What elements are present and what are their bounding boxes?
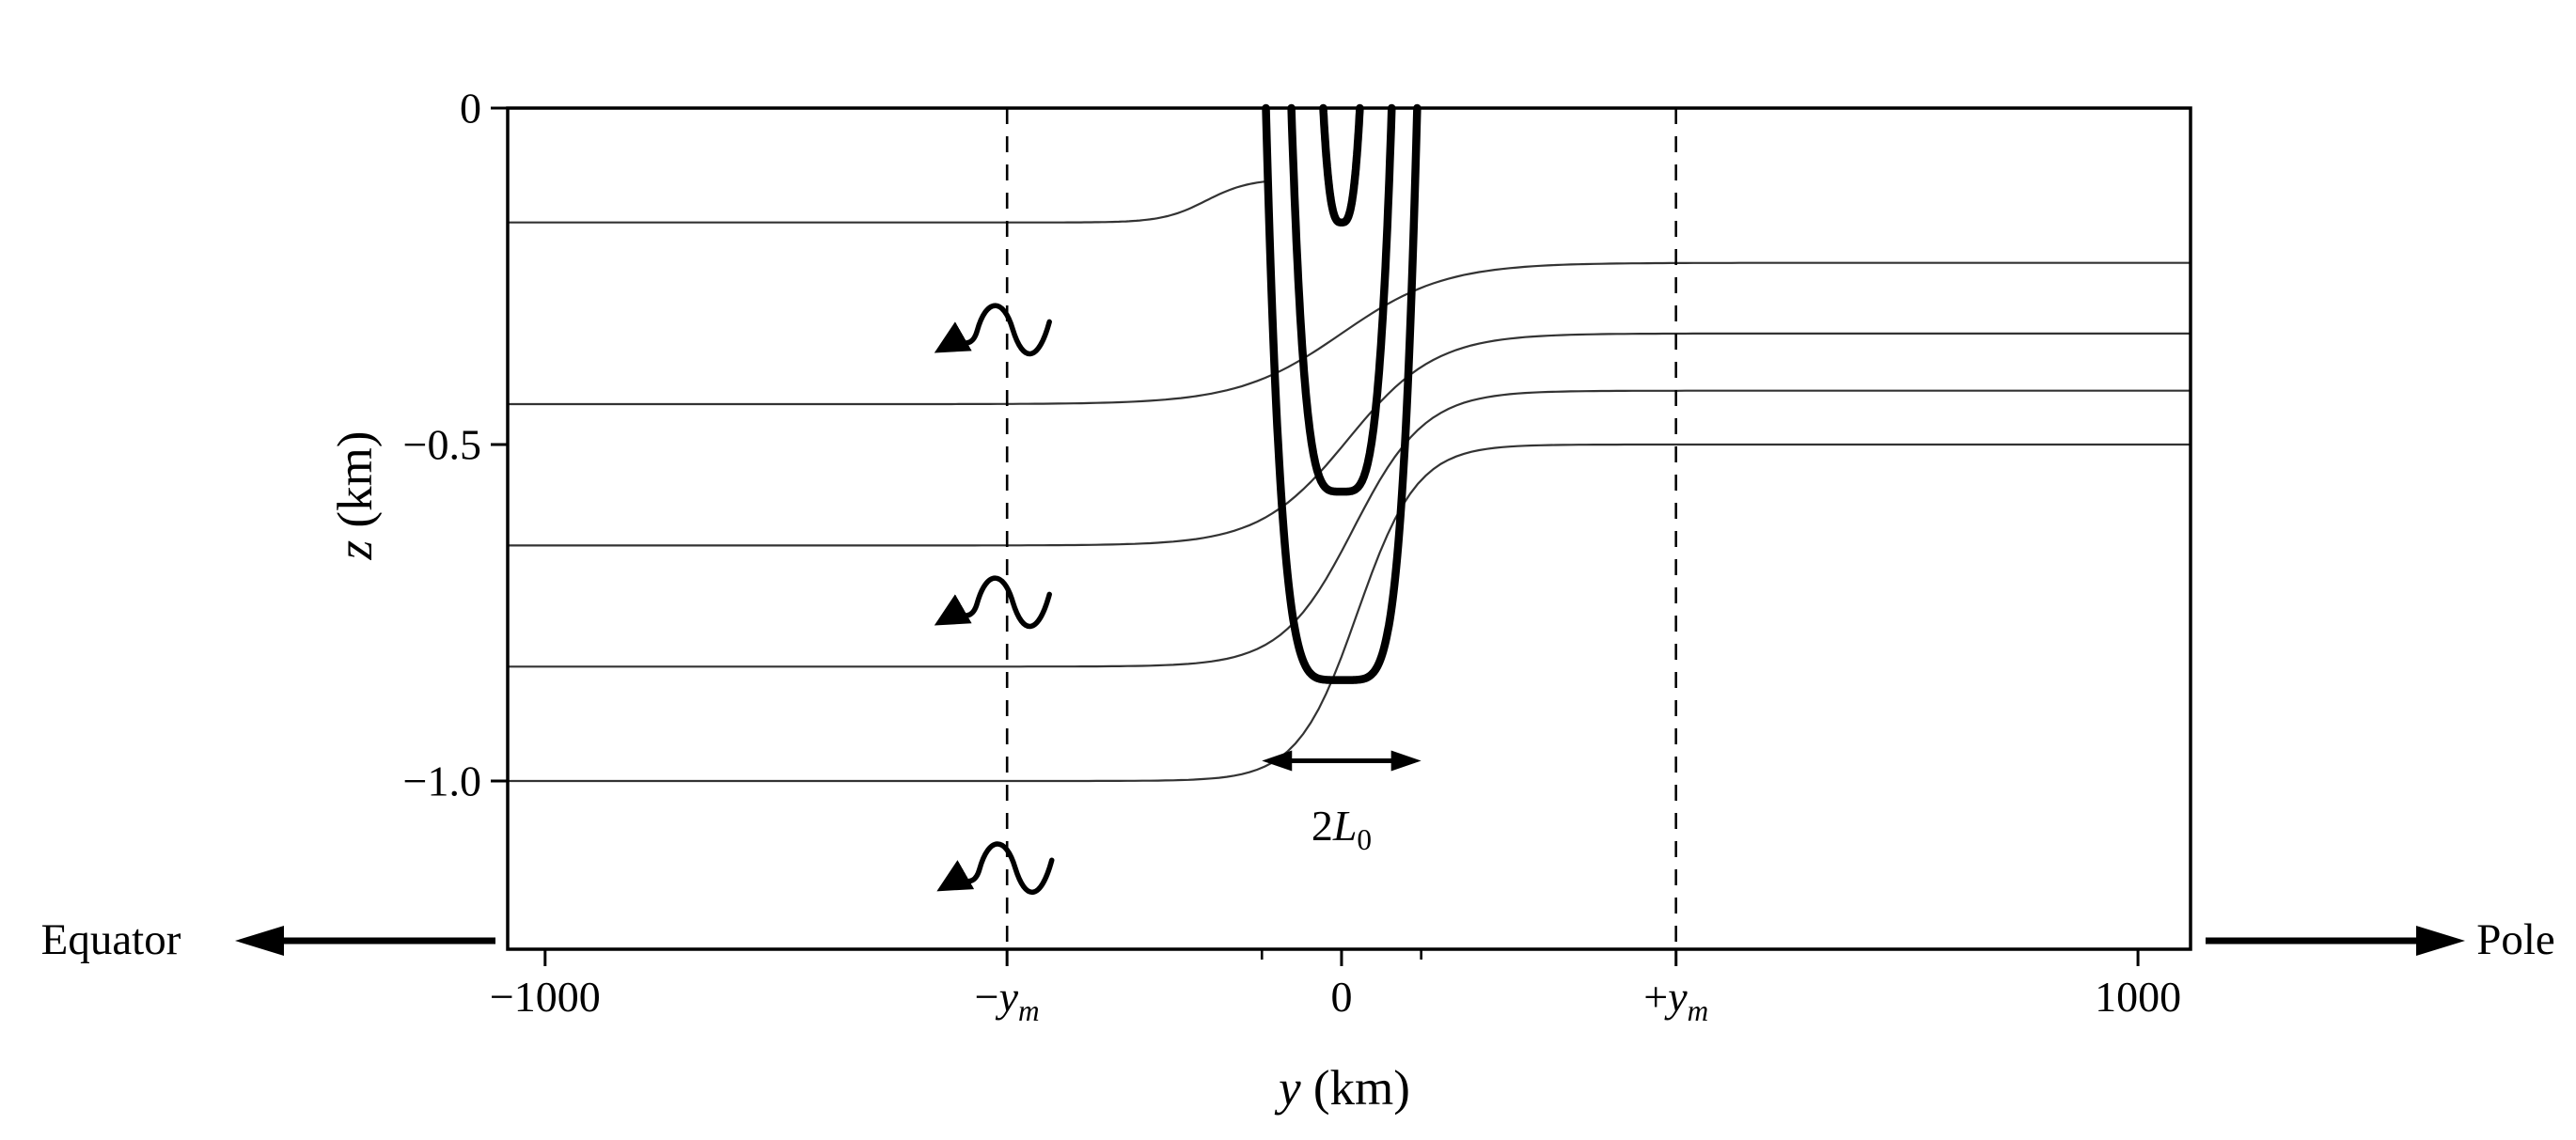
x-tick-label-1: −1000 [489, 973, 601, 1021]
pole-arrowhead-icon [2416, 926, 2465, 956]
equator-label: Equator [40, 915, 181, 964]
pole-label: Pole [2476, 915, 2555, 964]
y-tick-label-1: 0 [460, 84, 481, 133]
direction-arrows-group [235, 926, 2465, 956]
outcropping-isopycnal-2 [1287, 103, 1396, 496]
eddy-wave-arrows-group [934, 303, 1055, 895]
x-axis-title: y (km) [1279, 1060, 1410, 1117]
outcropping-isopycnals-group [1262, 103, 1422, 684]
width-annotation-group [1262, 750, 1422, 772]
thin-isopycnal-4 [508, 389, 2191, 668]
eddy-wave-arrow-3 [936, 841, 1055, 895]
x-tick-label-2-variable: y [998, 973, 1019, 1021]
thin-isopycnal-3 [508, 332, 2191, 547]
thin-isopycnal-2 [508, 261, 2191, 406]
thin-isopycnal-5 [508, 443, 2191, 783]
x-tick-label-4-prefix: + [1643, 973, 1669, 1021]
axes-frame [506, 106, 2192, 951]
outcropping-isopycnal-3 [1262, 103, 1422, 684]
x-tick-label-2: −ym [975, 972, 1040, 1028]
x-tick-label-4: +ym [1643, 972, 1708, 1028]
eddy-wave-arrow-1 [934, 303, 1052, 357]
x-tick-label-3: 0 [1330, 973, 1353, 1021]
width-label-coefficient: 2 [1311, 802, 1333, 851]
x-axis-units: (km) [1300, 1061, 1410, 1116]
x-tick-label-2-subscript: m [1018, 994, 1040, 1028]
x-tick-label-4-subscript: m [1687, 994, 1709, 1028]
eddy-wave-arrow-2 [934, 575, 1052, 630]
x-tick-label-5: 1000 [2095, 973, 2182, 1021]
x-tick-label-4-variable: y [1668, 973, 1688, 1021]
equator-arrowhead-icon [235, 926, 284, 956]
mixed-layer-width-label: 2L0 [1312, 801, 1372, 857]
y-tick-label-2: −0.5 [402, 420, 481, 469]
y-axis-title: z (km) [327, 431, 384, 560]
x-tick-label-2-prefix: − [974, 973, 999, 1021]
width-arrow-right-head-icon [1390, 750, 1422, 772]
width-arrow-left-head-icon [1262, 750, 1293, 772]
y-axis-variable: z [328, 539, 383, 560]
axes-frame-group [491, 106, 2192, 966]
x-axis-variable: y [1279, 1061, 1301, 1116]
width-label-subscript: 0 [1357, 823, 1373, 857]
thin-isopycnals-group [508, 180, 2191, 783]
width-label-variable: L [1332, 802, 1358, 851]
y-axis-units: (km) [328, 430, 383, 540]
thin-isopycnal-1 [508, 180, 1268, 224]
y-tick-label-3: −1.0 [402, 757, 481, 805]
outcropping-isopycnal-1 [1319, 103, 1364, 226]
